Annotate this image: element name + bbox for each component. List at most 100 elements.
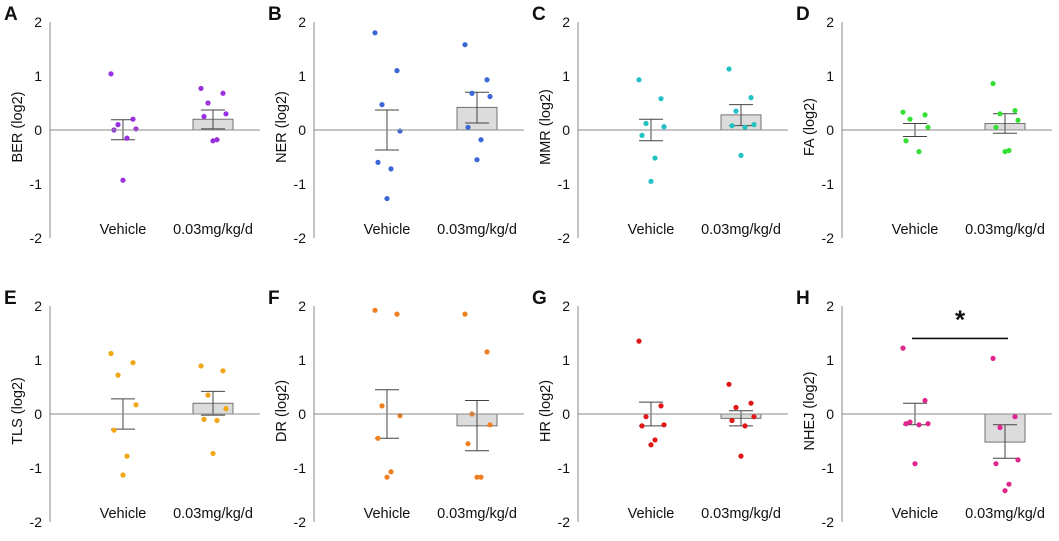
data-point	[198, 363, 204, 369]
data-point	[478, 137, 484, 143]
data-point	[639, 132, 645, 138]
data-point	[726, 66, 732, 72]
data-point	[372, 307, 378, 313]
data-point	[108, 71, 114, 77]
series-group	[372, 307, 403, 480]
data-point	[912, 461, 918, 467]
data-point	[394, 68, 400, 74]
category-label: Vehicle	[100, 222, 147, 238]
series-group	[456, 42, 498, 163]
panel-letter: D	[796, 4, 810, 25]
data-point	[462, 311, 468, 317]
data-point	[922, 397, 928, 404]
data-point	[397, 128, 403, 134]
data-point	[388, 166, 394, 172]
category-label: 0.03mg/kg/d	[173, 222, 253, 238]
data-point	[130, 116, 136, 122]
series-group	[456, 311, 498, 480]
y-tick-label: -1	[558, 176, 571, 192]
data-point	[474, 474, 480, 480]
data-point	[111, 427, 117, 433]
y-tick-label: -2	[558, 514, 571, 530]
y-tick-label: 1	[298, 68, 306, 84]
y-tick-label: -2	[822, 514, 835, 530]
data-point	[379, 403, 385, 409]
series-group	[108, 71, 139, 183]
data-point	[993, 461, 999, 467]
y-tick-label: 1	[826, 352, 834, 368]
data-point	[465, 441, 471, 447]
data-point	[1002, 149, 1008, 155]
data-point	[990, 355, 996, 361]
y-axis-title: FA (log2)	[802, 98, 818, 156]
category-label: Vehicle	[892, 222, 939, 238]
y-tick-label: 2	[562, 298, 570, 314]
series-group	[192, 363, 234, 457]
y-tick-label: 2	[826, 14, 834, 30]
y-tick-label: 0	[298, 406, 306, 422]
data-point	[469, 90, 475, 96]
data-point	[726, 381, 732, 387]
data-point	[916, 422, 922, 428]
data-point	[1012, 107, 1018, 114]
data-point	[108, 350, 114, 357]
series-group	[720, 381, 762, 459]
data-point	[661, 422, 667, 428]
data-point	[1006, 147, 1012, 154]
y-tick-label: -1	[30, 176, 43, 192]
y-tick-label: 0	[826, 406, 834, 422]
data-point	[925, 421, 931, 427]
panel-letter: F	[268, 288, 280, 309]
y-tick-label: -2	[294, 514, 307, 530]
y-axis-title: TLS (log2)	[10, 377, 26, 445]
y-axis-title: NER (log2)	[274, 91, 290, 163]
data-point	[751, 122, 757, 128]
data-point	[658, 96, 664, 102]
data-point	[214, 137, 220, 143]
data-point	[997, 111, 1003, 117]
significance-star: *	[955, 304, 966, 334]
panel-letter: E	[4, 288, 17, 309]
y-tick-label: -1	[822, 176, 835, 192]
data-point	[900, 345, 906, 351]
data-point	[643, 414, 649, 420]
data-point	[652, 437, 658, 443]
data-point	[124, 453, 130, 459]
data-point	[394, 311, 400, 317]
panel-letter: C	[532, 4, 546, 25]
data-point	[648, 178, 654, 184]
panel-letter: G	[532, 288, 547, 309]
y-tick-label: 1	[562, 352, 570, 368]
category-label: 0.03mg/kg/d	[965, 222, 1045, 238]
y-tick-label: 0	[562, 406, 570, 422]
y-tick-label: 0	[34, 406, 42, 422]
y-tick-label: 2	[34, 14, 42, 30]
data-point	[120, 472, 126, 478]
data-point	[210, 450, 216, 457]
category-label: Vehicle	[892, 506, 939, 522]
category-label: 0.03mg/kg/d	[437, 222, 517, 238]
series-group	[900, 345, 931, 467]
category-label: 0.03mg/kg/d	[173, 506, 253, 522]
category-label: 0.03mg/kg/d	[701, 222, 781, 238]
panel-h: H 2 1 0 -1 -2 NHEJ (log2) Vehicle 0.03mg/kg/d *	[796, 288, 1052, 530]
panel-letter: H	[796, 288, 810, 309]
data-point	[990, 80, 996, 87]
y-tick-label: 1	[826, 68, 834, 84]
panel-c: C 2 1 0 -1 -2 MMR (log2) Vehicle 0.03mg/kg/d	[532, 4, 788, 246]
y-tick-label: 0	[34, 122, 42, 138]
series-group	[372, 30, 403, 202]
data-point	[133, 126, 139, 132]
y-tick-label: -2	[558, 230, 571, 246]
series-group	[192, 85, 234, 144]
panel-a: A 2 1 0 -1 -2 BER (log2) Vehicle 0.03mg/kg/d	[4, 4, 260, 246]
y-tick-label: 2	[562, 14, 570, 30]
y-tick-label: 2	[826, 298, 834, 314]
data-point	[220, 90, 226, 96]
series-group	[984, 355, 1026, 494]
data-point	[1006, 481, 1012, 487]
data-point	[997, 424, 1003, 431]
data-point	[738, 453, 744, 459]
data-point	[201, 113, 207, 120]
data-point	[922, 112, 928, 118]
